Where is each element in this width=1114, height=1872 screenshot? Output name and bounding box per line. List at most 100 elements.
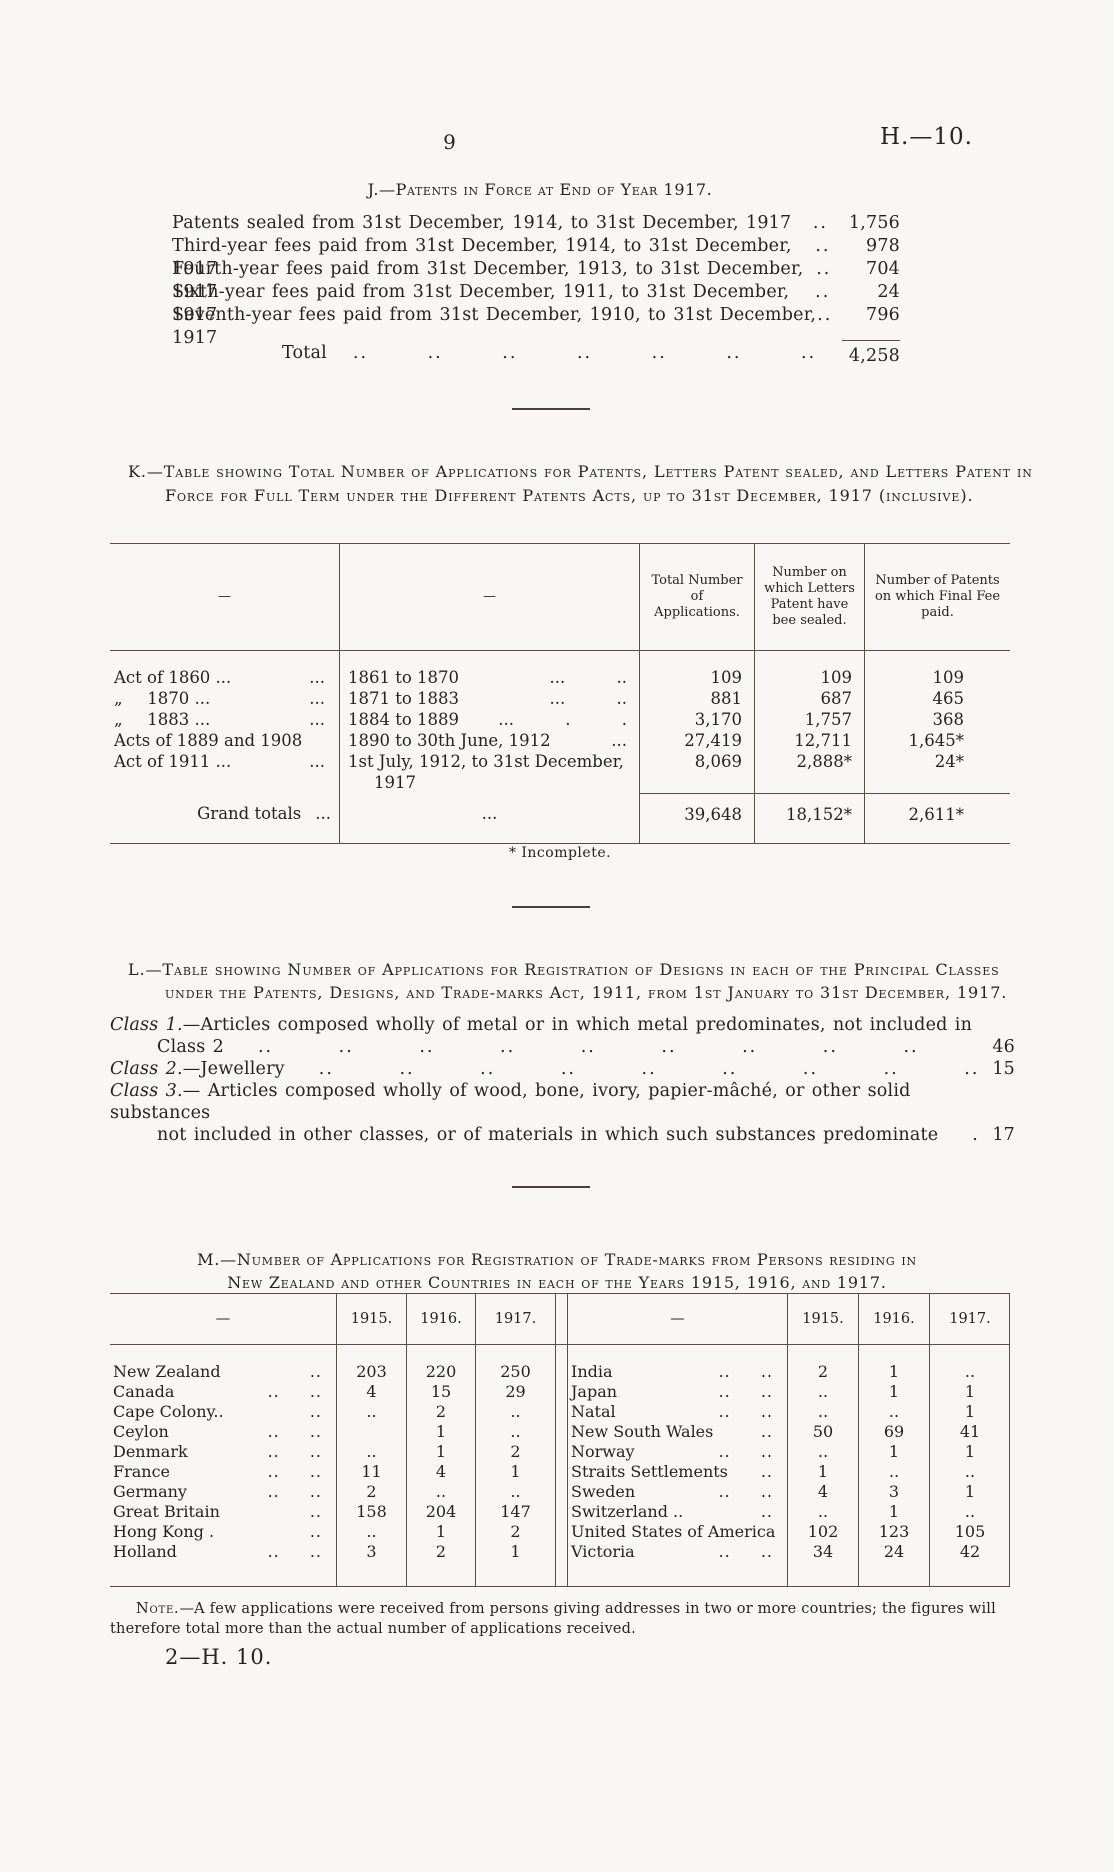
design-class-text: Class 1.—Articles composed wholly of met… (110, 1015, 973, 1035)
country-cell: Straits Settlements.. (568, 1462, 788, 1482)
value-1917: 147 (500, 1502, 531, 1521)
dot-leader: ... . . (498, 710, 627, 729)
dot-leader: .. .. .. .. .. .. .. .. .. .. (257, 1037, 979, 1057)
value-1917: 2 (510, 1442, 521, 1461)
applications-cell: 8,069 (640, 751, 755, 793)
country-cell: Holland.. .. (110, 1542, 337, 1562)
section-divider (512, 906, 590, 908)
country-cell: New South Wales.. (568, 1422, 788, 1442)
header-1916-left: 1916. (407, 1294, 476, 1362)
spacer-cell (337, 1562, 407, 1586)
grand-total-applications: 39,648 (640, 793, 755, 843)
header-letters-patent-sealed: Number on which Letters Patent have bee … (755, 544, 865, 651)
value-1915: 102 (788, 1522, 859, 1542)
dot-leader: .. .. (267, 1422, 322, 1441)
patents-in-force-list: Patents sealed from 31st December, 1914,… (172, 212, 900, 366)
section-l-title: L.—Table showing Number of Applications … (128, 960, 1008, 1002)
final-fee-cell: 24* (934, 752, 964, 771)
country-cell: New Zealand.. (110, 1362, 337, 1382)
header-1915-left: 1915. (337, 1294, 407, 1362)
header-final-fee: Number of Patents on which Final Fee pai… (865, 544, 1010, 651)
country-cell: Canada.. .. (110, 1382, 337, 1402)
section-j-title: J.—Patents in Force at End of Year 1917. (367, 180, 713, 199)
header-country-right: — (568, 1294, 788, 1362)
dot-leader: .. (309, 1502, 322, 1521)
value-1917: 29 (505, 1382, 526, 1401)
final-fee-cell: 109 (932, 668, 965, 687)
value-1915: 158 (337, 1502, 407, 1522)
dot-leader: .. (309, 1402, 322, 1421)
row-value: 24 (877, 282, 900, 302)
value-1917: .. (964, 1502, 976, 1521)
value-1917: 1 (510, 1462, 521, 1481)
row-label: Sixth-year fees paid from 31st December,… (172, 282, 790, 325)
dot-leader: .. .. (718, 1362, 773, 1381)
value-1915: .. (788, 1402, 859, 1422)
grand-total-label: Grand totals... (110, 793, 340, 843)
header-1917-left: 1917. (494, 1311, 537, 1327)
table-header-rule (110, 1344, 1010, 1345)
dot-leader: ... (309, 689, 325, 708)
total-label: Total (282, 343, 327, 363)
design-class-row: not included in other classes, or of mat… (157, 1125, 1015, 1145)
patents-in-force-row: Sixth-year fees paid from 31st December,… (172, 281, 900, 325)
country-cell: Cape Colony.... (110, 1402, 337, 1422)
applications-cell: 881 (640, 688, 755, 709)
value-1916: .. (407, 1482, 476, 1502)
grand-total-period: ... (340, 793, 640, 843)
act-cell: Acts of 1889 and 1908 (110, 730, 340, 751)
period-cell: 1st July, 1912, to 31st December, 1917 (340, 751, 640, 793)
row-label: Third-year fees paid from 31st December,… (172, 236, 792, 279)
value-1916: 1 (859, 1502, 930, 1522)
country-cell: United States of America (568, 1522, 788, 1542)
value-1917: 41 (959, 1422, 981, 1441)
act-cell: Act of 1911 ...... (110, 751, 340, 793)
value-1915: 3 (337, 1542, 407, 1562)
note-label: Note. (136, 1601, 180, 1617)
value-1916: 1 (407, 1442, 476, 1462)
sealed-cell: 1,757 (755, 709, 865, 730)
table-note: Note.—A few applications were received f… (110, 1600, 1018, 1639)
value-1915: 11 (337, 1462, 407, 1482)
country-cell: Ceylon.. .. (110, 1422, 337, 1442)
act-cell: Act of 1860 ...... (110, 651, 340, 688)
value-1915: 34 (788, 1542, 859, 1562)
value-1915: .. (337, 1442, 407, 1462)
value-1915: 203 (337, 1362, 407, 1382)
page-footer-signature: 2—H. 10. (165, 1645, 273, 1669)
dot-leader: .. (815, 282, 831, 302)
country-cell: Great Britain.. (110, 1502, 337, 1522)
dot-leader: .. (812, 213, 828, 233)
dot-leader: .. .. (718, 1542, 773, 1561)
dot-leader: .. .. (718, 1482, 773, 1501)
row-label: Fourth-year fees paid from 31st December… (172, 259, 804, 302)
sealed-cell: 2,888* (755, 751, 865, 793)
section-l-designs: L.—Table showing Number of Applications … (110, 958, 1015, 1146)
patents-in-force-row: Seventh-year fees paid from 31st Decembe… (172, 304, 900, 348)
value-1917: 105 (954, 1522, 986, 1541)
dot-leader: .. .. (267, 1462, 322, 1481)
spacer-cell (930, 1562, 1010, 1586)
value-1915: 4 (788, 1482, 859, 1502)
design-class-row: Class 2 .. .. .. .. .. .. .. .. .. .. 46 (157, 1037, 1015, 1057)
dot-leader: .. .. (718, 1382, 773, 1401)
section-divider (512, 1186, 590, 1188)
dot-leader: .. (760, 1422, 773, 1441)
dot-leader (325, 730, 339, 751)
value-1916: 123 (859, 1522, 930, 1542)
grand-total-sealed: 18,152* (755, 793, 865, 843)
value-1917: 1 (964, 1482, 976, 1501)
trademark-table-right: — 1915. 1916. 1917. India.. .. 2 1 .. Ja… (567, 1294, 1010, 1586)
dot-leader: .. (815, 236, 831, 256)
value-1915: 1 (788, 1462, 859, 1482)
header-applications: Total Number of Applications. (640, 544, 755, 651)
value-1915: 50 (788, 1422, 859, 1442)
spacer (791, 212, 813, 235)
dot-leader: .. .. .. .. .. .. .. .. .. (318, 1059, 979, 1079)
act-cell: „ 1870 ...... (110, 688, 340, 709)
value-1915 (337, 1422, 407, 1442)
design-class-row: Class 2.—Jewellery .. .. .. .. .. .. .. … (110, 1059, 1015, 1079)
applications-cell: 109 (640, 651, 755, 688)
value-1916: 2 (407, 1542, 476, 1562)
